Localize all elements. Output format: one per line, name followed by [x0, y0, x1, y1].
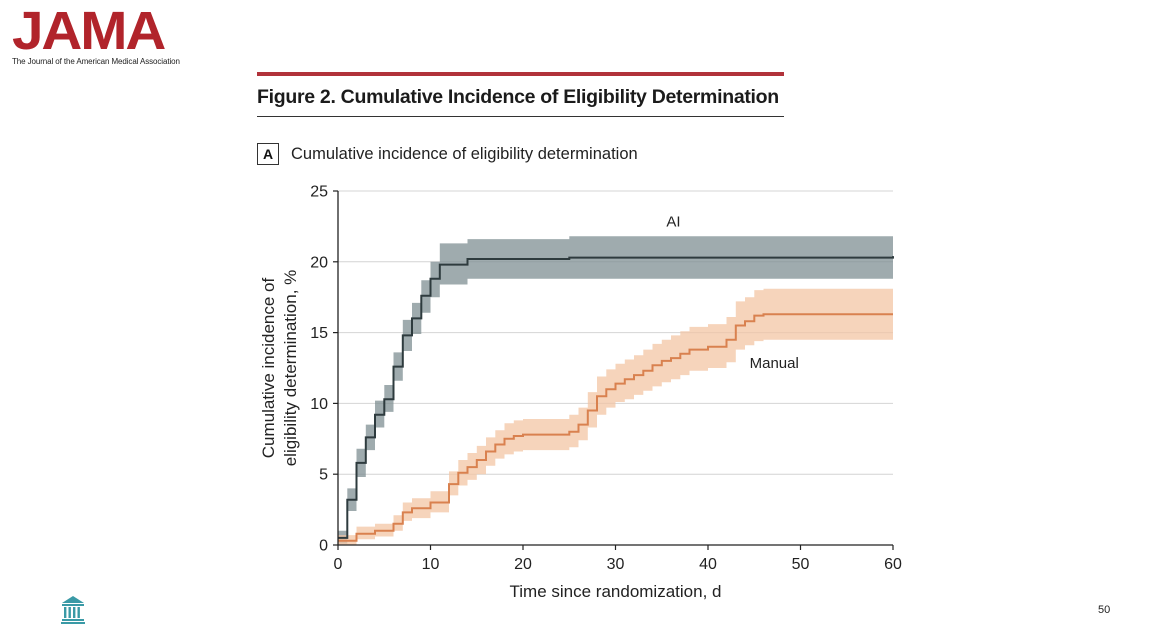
series-line-ai [338, 256, 894, 539]
series-annotation-manual: Manual [750, 355, 799, 372]
x-tick-label-40: 40 [699, 556, 717, 573]
series-line-manual [338, 313, 893, 542]
panel-title: Cumulative incidence of eligibility dete… [291, 144, 638, 163]
title-rule-top [257, 72, 784, 76]
x-tick-label-10: 10 [422, 556, 440, 573]
institution-pillars-icon [60, 594, 86, 629]
x-tick-label-30: 30 [607, 556, 625, 573]
x-tick-label-20: 20 [514, 556, 532, 573]
figure-title: Figure 2. Cumulative Incidence of Eligib… [257, 86, 779, 108]
page-number: 50 [1098, 604, 1111, 616]
x-tick-label-0: 0 [334, 556, 343, 573]
axes: 0 10 20 30 40 50 60 0 5 10 15 20 25 [310, 184, 902, 574]
jama-logo: JAMA The Journal of the American Medical… [12, 4, 180, 66]
logo-wordmark: JAMA [12, 1, 166, 61]
logo-subtitle: The Journal of the American Medical Asso… [12, 57, 180, 66]
y-axis-title-line-2: eligibility determination, % [281, 270, 300, 467]
x-tick-label-60: 60 [884, 556, 902, 573]
y-tick-label-10: 10 [310, 396, 328, 413]
y-tick-label-0: 0 [319, 538, 328, 555]
series-lines [338, 256, 894, 542]
y-tick-label-5: 5 [319, 467, 328, 484]
ci-band-ai [338, 233, 893, 544]
y-tick-label-20: 20 [310, 254, 328, 271]
x-axis-title: Time since randomization, d [510, 582, 722, 601]
y-tick-label-25: 25 [310, 184, 328, 201]
y-axis-title-line-1: Cumulative incidence of [259, 277, 278, 458]
x-tick-label-50: 50 [792, 556, 810, 573]
chart-labels: Time since randomization, d Cumulative in… [259, 213, 799, 601]
panel-letter: A [257, 143, 279, 165]
y-tick-label-15: 15 [310, 325, 328, 342]
title-rule-bottom [257, 116, 784, 117]
panel-header: A Cumulative incidence of eligibility de… [257, 143, 638, 165]
series-annotation-ai: AI [666, 213, 680, 230]
